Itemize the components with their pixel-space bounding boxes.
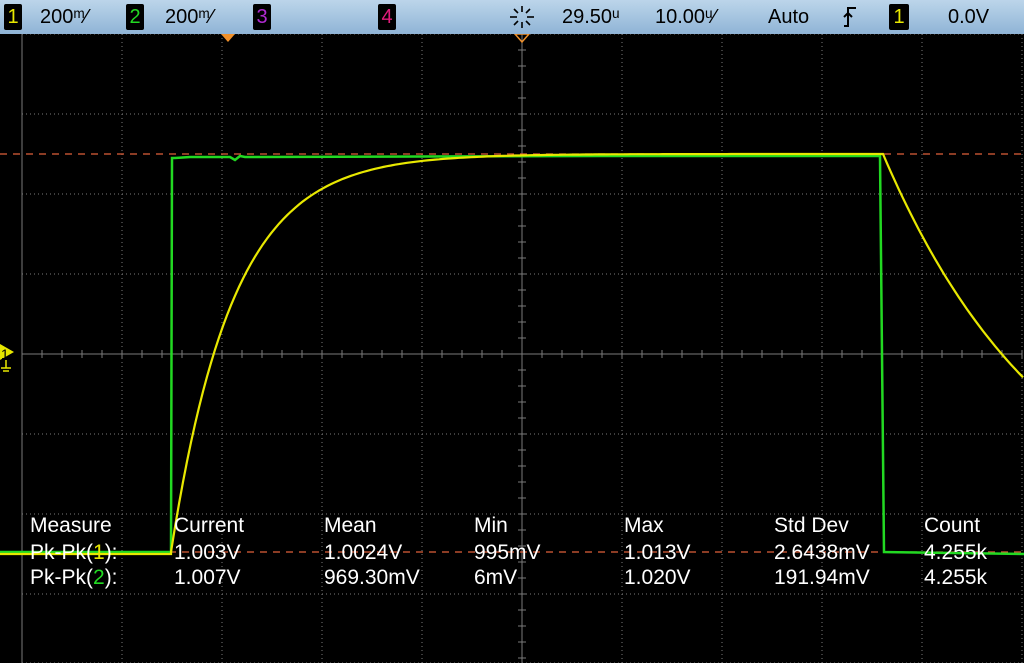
- max-header: Max: [624, 514, 664, 537]
- row1-channel: 1: [93, 541, 105, 564]
- count-header: Count: [924, 514, 981, 537]
- waveform-display[interactable]: 1: [0, 34, 1024, 663]
- row1-suffix: ):: [104, 541, 118, 564]
- row1-prefix: Pk-Pk(: [30, 541, 93, 564]
- status-bar: 1 200ᵐ⁄ 2 200ᵐ⁄ 3 4 29.50ᵘ 10.00ᵘ⁄ Auto …: [0, 0, 1024, 34]
- ch2-scale[interactable]: 200ᵐ⁄: [165, 6, 214, 28]
- row2-mean: 969.30mV: [324, 566, 420, 589]
- row1-mean: 1.0024V: [324, 541, 403, 564]
- row2-current: 1.007V: [174, 566, 241, 589]
- row1-count: 4.255k: [924, 541, 988, 564]
- time-reference-marker[interactable]: [514, 34, 530, 44]
- trigger-level[interactable]: 0.0V: [948, 6, 990, 28]
- ch1-badge[interactable]: 1: [4, 4, 22, 30]
- row2-count: 4.255k: [924, 566, 988, 589]
- ch2-trace: [0, 154, 1024, 556]
- row2-prefix: Pk-Pk(: [30, 566, 93, 589]
- row1-min: 995mV: [474, 541, 541, 564]
- mean-header: Mean: [324, 514, 377, 537]
- current-header: Current: [174, 514, 245, 537]
- ch1-trace: [0, 152, 1024, 556]
- measure-header: Measure: [30, 514, 112, 537]
- row2-stddev: 191.94mV: [774, 566, 870, 589]
- row2-min: 6mV: [474, 566, 518, 589]
- trigger-source-badge[interactable]: 1: [889, 4, 909, 30]
- row1-current: 1.003V: [174, 541, 241, 564]
- row2-name[interactable]: Pk-Pk(2):: [30, 566, 118, 590]
- trigger-delay-marker[interactable]: [221, 34, 235, 42]
- trigger-delay-icon: [510, 6, 534, 28]
- stddev-header: Std Dev: [774, 514, 849, 537]
- time-delay[interactable]: 29.50ᵘ: [562, 6, 620, 28]
- ch1-marker-label: 1: [1, 346, 9, 362]
- ch2-badge[interactable]: 2: [126, 4, 144, 30]
- row1-name[interactable]: Pk-Pk(1):: [30, 541, 118, 565]
- rising-edge-icon: [843, 7, 856, 27]
- time-scale[interactable]: 10.00ᵘ⁄: [655, 6, 717, 28]
- ch1-scale[interactable]: 200ᵐ⁄: [40, 6, 89, 28]
- min-header: Min: [474, 514, 508, 537]
- row1-stddev: 2.6438mV: [774, 541, 870, 564]
- row2-channel: 2: [93, 566, 105, 589]
- graticule: [21, 34, 1023, 663]
- trigger-mode[interactable]: Auto: [768, 6, 810, 28]
- row2-max: 1.020V: [624, 566, 691, 589]
- ch1-ground-marker[interactable]: [0, 344, 14, 372]
- ch4-badge[interactable]: 4: [378, 4, 396, 30]
- row1-max: 1.013V: [624, 541, 691, 564]
- ch3-badge[interactable]: 3: [253, 4, 271, 30]
- row2-suffix: ):: [104, 566, 118, 589]
